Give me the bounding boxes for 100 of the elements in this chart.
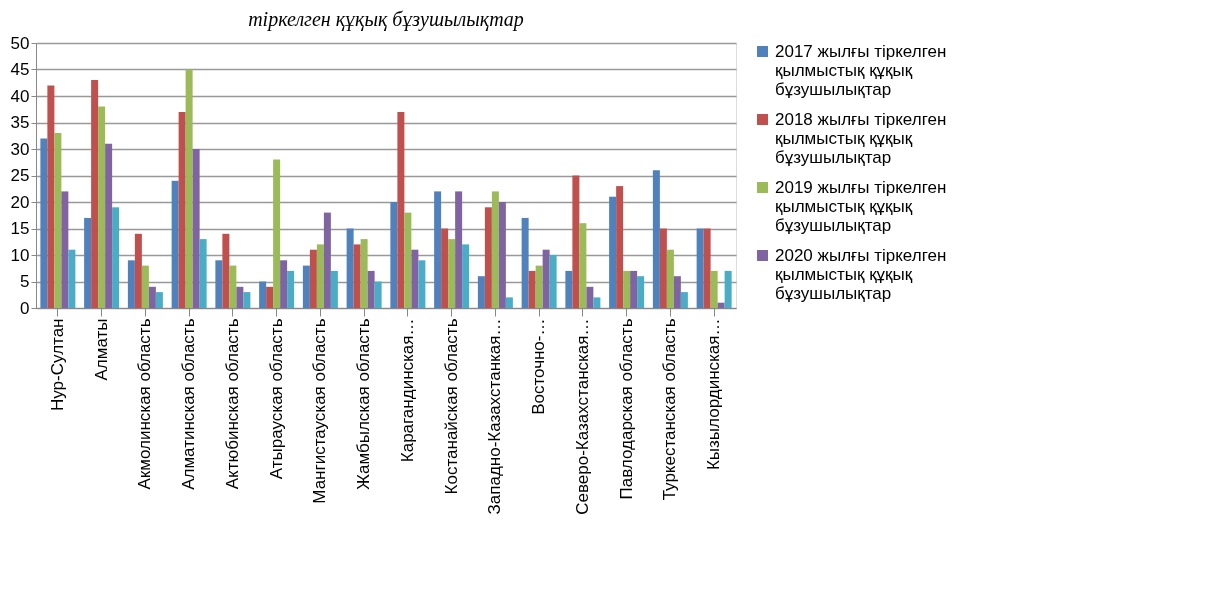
- y-tick-label: 50: [10, 33, 30, 53]
- x-tick-label: Жамбылская область: [354, 318, 374, 490]
- bar: [703, 228, 711, 308]
- bar: [273, 159, 281, 308]
- legend-label: 2019 жылғы тіркелген қылмыстық құқық бұзушылықтар: [775, 177, 947, 235]
- x-tick-label: Алматинская область: [179, 318, 199, 490]
- y-tick-label: 40: [10, 86, 30, 106]
- bar: [91, 80, 99, 308]
- bar: [68, 249, 76, 308]
- bar: [696, 228, 704, 308]
- bar: [565, 270, 573, 308]
- bar: [535, 265, 543, 308]
- bar: [346, 228, 354, 308]
- bar: [572, 175, 580, 308]
- bar: [418, 260, 426, 308]
- bar: [98, 106, 106, 308]
- bar: [280, 260, 288, 308]
- bar: [84, 217, 92, 308]
- bar: [54, 133, 62, 308]
- x-tick-label: Кызылординская…: [704, 318, 724, 471]
- bar: [441, 228, 449, 308]
- bar: [287, 270, 295, 308]
- x-tick-label: Туркестанская область: [660, 318, 680, 501]
- bar: [112, 207, 120, 308]
- x-tick-label: Западно-Казахстанкая…: [485, 318, 505, 515]
- bar: [199, 239, 207, 308]
- bar: [360, 239, 368, 308]
- bar: [666, 249, 674, 308]
- bar: [586, 286, 594, 308]
- bar: [61, 191, 69, 308]
- bar: [141, 265, 149, 308]
- x-tick-label: Восточно-…: [529, 318, 549, 415]
- bar: [302, 265, 310, 308]
- x-tick-label: Нур-Султан: [47, 318, 67, 411]
- y-tick-label: 20: [10, 192, 30, 212]
- bar: [652, 170, 660, 308]
- legend-label: 2017 жылғы тіркелген қылмыстық құқық бұзушылықтар: [775, 41, 947, 99]
- bar: [724, 270, 732, 308]
- bar: [680, 292, 688, 308]
- y-tick-label: 45: [10, 60, 30, 79]
- bar: [171, 180, 179, 308]
- x-tick-label: Карагандинская…: [397, 318, 417, 463]
- x-tick-label: Атырауская область: [266, 318, 286, 480]
- legend-label: 2018 жылғы тіркелген қылмыстық құқық бұзушылықтар: [775, 109, 947, 167]
- bar: [455, 191, 463, 308]
- x-tick-label: Северо-Казахстанская…: [572, 318, 592, 515]
- y-tick-label: 10: [10, 245, 30, 265]
- bar: [717, 302, 725, 308]
- bar: [316, 244, 324, 308]
- bar: [178, 111, 186, 308]
- bar: [236, 286, 244, 308]
- bar: [498, 202, 506, 308]
- y-tick-label: 5: [20, 272, 30, 291]
- bar: [659, 228, 667, 308]
- bar: [448, 239, 456, 308]
- bar: [367, 270, 375, 308]
- bar: [630, 270, 638, 308]
- x-tick-label: Павлодарская область: [616, 318, 636, 500]
- bar: [477, 276, 485, 308]
- bar: [434, 191, 442, 308]
- bar: [374, 281, 382, 308]
- bar: [593, 297, 601, 308]
- bar: [266, 286, 274, 308]
- bar: [542, 249, 550, 308]
- bar: [353, 244, 361, 308]
- bar: [609, 196, 617, 308]
- bar: [192, 149, 200, 308]
- bar: [549, 255, 557, 308]
- bar: [243, 292, 251, 308]
- bar: [105, 143, 113, 308]
- x-tick-label: Актюбинская область: [222, 318, 242, 490]
- bar: [637, 276, 645, 308]
- bar: [309, 249, 317, 308]
- bar: [505, 297, 513, 308]
- bar: [229, 265, 237, 308]
- x-tick-label: Мангистауская область: [310, 318, 330, 504]
- legend-label: 2020 жылғы тіркелген қылмыстық құқық бұзушылықтар: [775, 245, 947, 303]
- x-tick-label: Костанайская область: [441, 318, 461, 495]
- bar: [390, 202, 398, 308]
- bar: [623, 270, 631, 308]
- bar: [323, 212, 331, 308]
- bar: [710, 270, 718, 308]
- y-tick-label: 15: [10, 219, 30, 238]
- y-tick-label: 30: [10, 139, 30, 159]
- x-tick-label: Алматы: [91, 318, 111, 381]
- bar: [330, 270, 338, 308]
- bar: [40, 138, 48, 308]
- y-tick-label: 35: [10, 113, 30, 132]
- y-tick-label: 25: [10, 166, 30, 185]
- bar: [411, 249, 419, 308]
- bar: [528, 270, 536, 308]
- bar: [148, 286, 156, 308]
- bar: [616, 186, 624, 308]
- bar: [579, 223, 587, 308]
- bar: [491, 191, 499, 308]
- bar: [673, 276, 681, 308]
- bar: [47, 85, 55, 308]
- bar: [259, 281, 267, 308]
- bar: [185, 69, 193, 308]
- bar: [215, 260, 223, 308]
